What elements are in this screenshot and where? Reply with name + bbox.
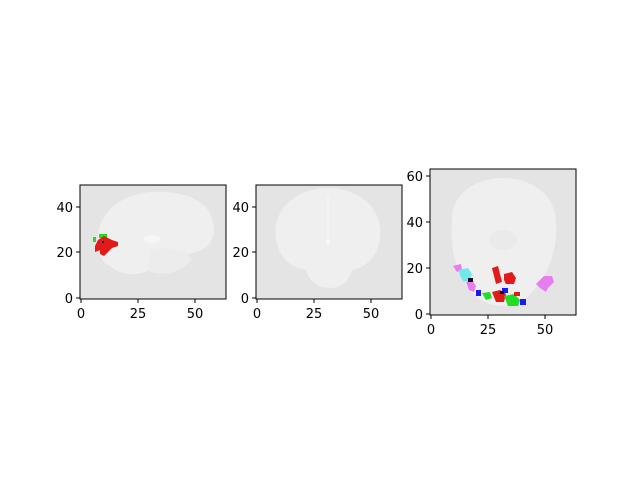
coronal-ventricle	[326, 240, 330, 244]
sagittal-ytick-label: 0	[65, 292, 73, 307]
sagittal-black-dot	[102, 241, 104, 243]
coronal-xtick-label: 0	[253, 307, 261, 322]
axial-magenta-blob-lower-left	[466, 280, 476, 292]
axial-blue-blob-right	[520, 299, 526, 305]
sagittal-green-blob-2	[99, 234, 107, 238]
axial-midbrain	[489, 230, 517, 250]
axial-green-blob-left	[482, 292, 492, 300]
axial-green-blob-center	[504, 294, 520, 306]
axial-xtick-label: 0	[427, 323, 435, 338]
axial-red-blob-small	[514, 292, 520, 296]
coronal-xtick-label: 50	[363, 307, 380, 322]
coronal-axes-frame	[255, 184, 403, 300]
axial-ytick-label: 0	[415, 308, 423, 323]
axial-ytick-label: 20	[406, 262, 423, 277]
sagittal-red-blob	[95, 236, 118, 256]
sagittal-ytick-label: 40	[56, 201, 73, 216]
axial-red-blob-top-left	[492, 266, 502, 284]
axial-xtick-label: 50	[537, 323, 554, 338]
coronal-ytick-label: 40	[232, 201, 249, 216]
panel-axial: 0 25 50 0 20 40 60	[406, 168, 577, 338]
axial-axes-frame	[429, 168, 577, 316]
sagittal-xtick-label: 0	[77, 307, 85, 322]
sagittal-axes-frame	[79, 184, 227, 300]
axial-red-blob-top-right	[504, 272, 516, 284]
sagittal-xtick-label: 25	[130, 307, 147, 322]
sagittal-ventricle	[144, 235, 160, 243]
axial-blue-blob-left	[476, 290, 481, 296]
axial-overlay	[453, 264, 554, 306]
axial-blue-blob-center	[502, 288, 508, 293]
axial-ytick-label: 60	[406, 170, 423, 185]
panel-sagittal: 0 25 50 0 20 40	[56, 184, 227, 322]
axial-ytick-label: 40	[406, 216, 423, 231]
coronal-ytick-label: 0	[241, 292, 249, 307]
axial-black-dot-center	[500, 291, 504, 294]
coronal-xtick-label: 25	[306, 307, 323, 322]
sagittal-green-blob	[93, 237, 96, 242]
sagittal-cerebellum	[148, 248, 192, 274]
axial-magenta-blob-right	[536, 276, 554, 292]
sagittal-ytick-label: 20	[56, 246, 73, 261]
sagittal-xtick-label: 50	[187, 307, 204, 322]
sagittal-overlay	[93, 234, 118, 256]
panel-coronal: 0 25 50 0 20 40	[232, 184, 403, 322]
axial-xtick-label: 25	[480, 323, 497, 338]
axial-black-dot-left	[468, 278, 473, 282]
coronal-ytick-label: 20	[232, 246, 249, 261]
